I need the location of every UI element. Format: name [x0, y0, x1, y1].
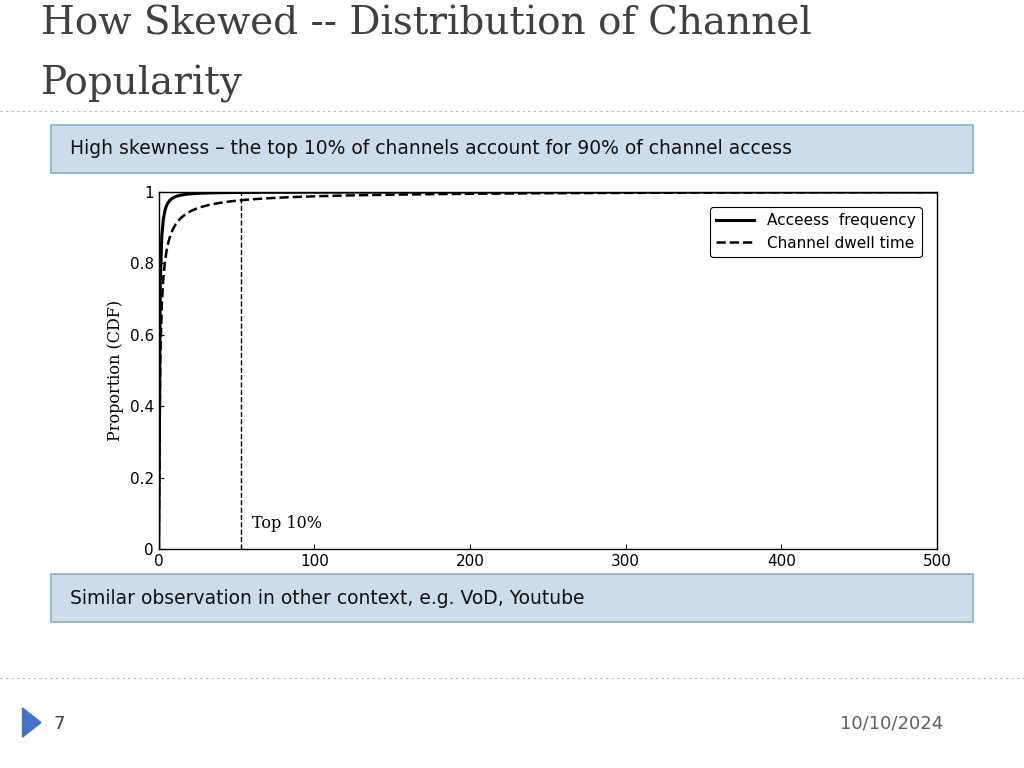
Acceess  frequency — [664, 187, 676, 197]
Text: Top 10%: Top 10% — [252, 515, 323, 531]
Acceess  frequency — [931, 187, 943, 197]
X-axis label: Channel index (sorted by channel popularity): Channel index (sorted by channel popular… — [364, 574, 732, 591]
Y-axis label: Proportion (CDF): Proportion (CDF) — [108, 300, 124, 441]
FancyBboxPatch shape — [51, 574, 973, 622]
Channel dwell time — [378, 190, 390, 200]
Text: How Skewed -- Distribution of Channel: How Skewed -- Distribution of Channel — [41, 5, 812, 42]
Acceess  frequency — [653, 187, 666, 197]
Legend: Acceess  frequency, Channel dwell time: Acceess frequency, Channel dwell time — [711, 207, 922, 257]
Line: Acceess  frequency: Acceess frequency — [159, 192, 937, 549]
Polygon shape — [23, 708, 41, 737]
Acceess  frequency — [378, 187, 390, 197]
Channel dwell time — [345, 190, 357, 200]
Channel dwell time — [931, 187, 943, 197]
Acceess  frequency — [797, 187, 809, 197]
FancyBboxPatch shape — [51, 125, 973, 173]
Text: 10/10/2024: 10/10/2024 — [840, 715, 943, 733]
Channel dwell time — [797, 187, 809, 197]
Channel dwell time — [664, 188, 676, 197]
Channel dwell time — [153, 545, 165, 554]
Channel dwell time — [436, 190, 449, 199]
Line: Channel dwell time: Channel dwell time — [159, 192, 937, 549]
Acceess  frequency — [345, 187, 357, 197]
Text: Similar observation in other context, e.g. VoD, Youtube: Similar observation in other context, e.… — [70, 589, 584, 607]
Channel dwell time — [653, 188, 666, 197]
Acceess  frequency — [436, 187, 449, 197]
Text: 7: 7 — [53, 715, 65, 733]
Text: High skewness – the top 10% of channels account for 90% of channel access: High skewness – the top 10% of channels … — [70, 140, 792, 158]
Text: Popularity: Popularity — [41, 65, 243, 103]
Acceess  frequency — [153, 545, 165, 554]
